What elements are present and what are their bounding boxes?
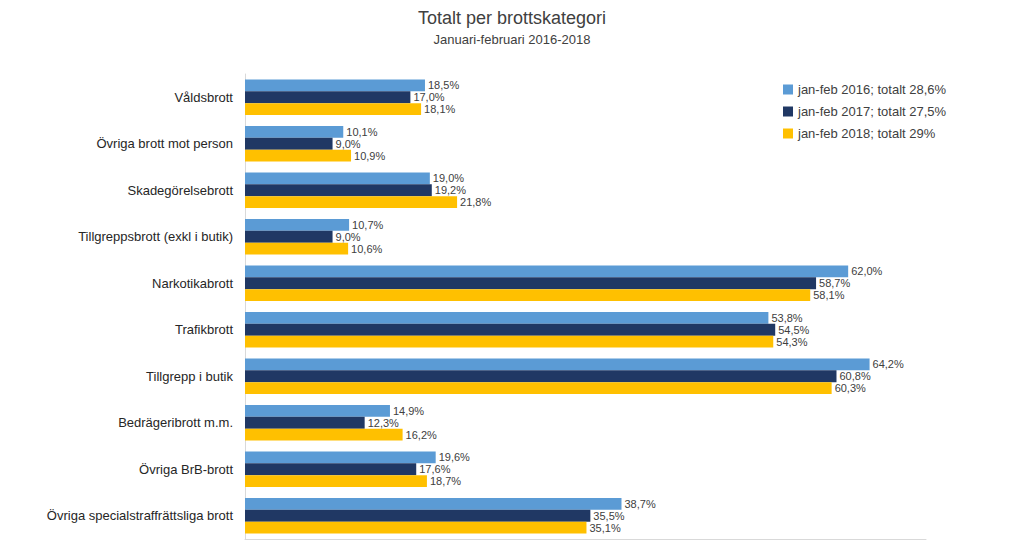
svg-text:Narkotikabrott: Narkotikabrott: [152, 276, 233, 291]
svg-text:12,3%: 12,3%: [368, 417, 399, 429]
svg-text:60,3%: 60,3%: [835, 382, 866, 394]
svg-text:Övriga BrB-brott: Övriga BrB-brott: [139, 462, 233, 477]
svg-text:18,7%: 18,7%: [430, 475, 461, 487]
svg-text:Övriga specialstraffrättsliga: Övriga specialstraffrättsliga brott: [47, 508, 234, 523]
svg-text:64,2%: 64,2%: [873, 358, 904, 370]
svg-text:16,2%: 16,2%: [406, 429, 437, 441]
svg-text:Trafikbrott: Trafikbrott: [175, 322, 233, 337]
svg-text:17,6%: 17,6%: [419, 463, 450, 475]
svg-text:54,5%: 54,5%: [778, 324, 809, 336]
svg-text:18,1%: 18,1%: [424, 103, 455, 115]
svg-text:Tillgrepp i butik: Tillgrepp i butik: [146, 369, 233, 384]
svg-text:19,6%: 19,6%: [439, 451, 470, 463]
svg-text:62,0%: 62,0%: [851, 265, 882, 277]
svg-text:19,2%: 19,2%: [435, 184, 466, 196]
svg-text:54,3%: 54,3%: [776, 336, 807, 348]
svg-text:9,0%: 9,0%: [336, 138, 361, 150]
svg-text:Bedrägeribrott m.m.: Bedrägeribrott m.m.: [118, 415, 233, 430]
svg-text:38,7%: 38,7%: [624, 498, 655, 510]
svg-text:10,7%: 10,7%: [352, 219, 383, 231]
svg-text:jan-feb 2018; totalt 29%: jan-feb 2018; totalt 29%: [797, 126, 936, 141]
svg-text:35,1%: 35,1%: [589, 522, 620, 534]
svg-text:9,0%: 9,0%: [336, 231, 361, 243]
svg-text:18,5%: 18,5%: [428, 79, 459, 91]
svg-text:19,0%: 19,0%: [433, 172, 464, 184]
svg-text:Totalt per brottskategori: Totalt per brottskategori: [418, 8, 606, 28]
svg-text:14,9%: 14,9%: [393, 405, 424, 417]
svg-text:10,6%: 10,6%: [351, 243, 382, 255]
svg-text:Skadegörelsebrott: Skadegörelsebrott: [127, 183, 233, 198]
svg-text:10,9%: 10,9%: [354, 150, 385, 162]
svg-text:Tillgreppsbrott (exkl i butik): Tillgreppsbrott (exkl i butik): [78, 229, 233, 244]
svg-text:10,1%: 10,1%: [346, 126, 377, 138]
svg-text:35,5%: 35,5%: [593, 510, 624, 522]
svg-text:58,7%: 58,7%: [819, 277, 850, 289]
svg-text:jan-feb 2016; totalt 28,6%: jan-feb 2016; totalt 28,6%: [797, 82, 947, 97]
svg-text:21,8%: 21,8%: [460, 196, 491, 208]
svg-text:Våldsbrott: Våldsbrott: [174, 90, 233, 105]
svg-text:58,1%: 58,1%: [813, 289, 844, 301]
svg-text:Januari-februari 2016-2018: Januari-februari 2016-2018: [434, 32, 591, 47]
svg-text:17,0%: 17,0%: [413, 91, 444, 103]
svg-text:Övriga brott mot person: Övriga brott mot person: [96, 136, 233, 151]
svg-text:53,8%: 53,8%: [771, 312, 802, 324]
svg-text:60,8%: 60,8%: [839, 370, 870, 382]
svg-text:jan-feb 2017; totalt 27,5%: jan-feb 2017; totalt 27,5%: [797, 104, 947, 119]
